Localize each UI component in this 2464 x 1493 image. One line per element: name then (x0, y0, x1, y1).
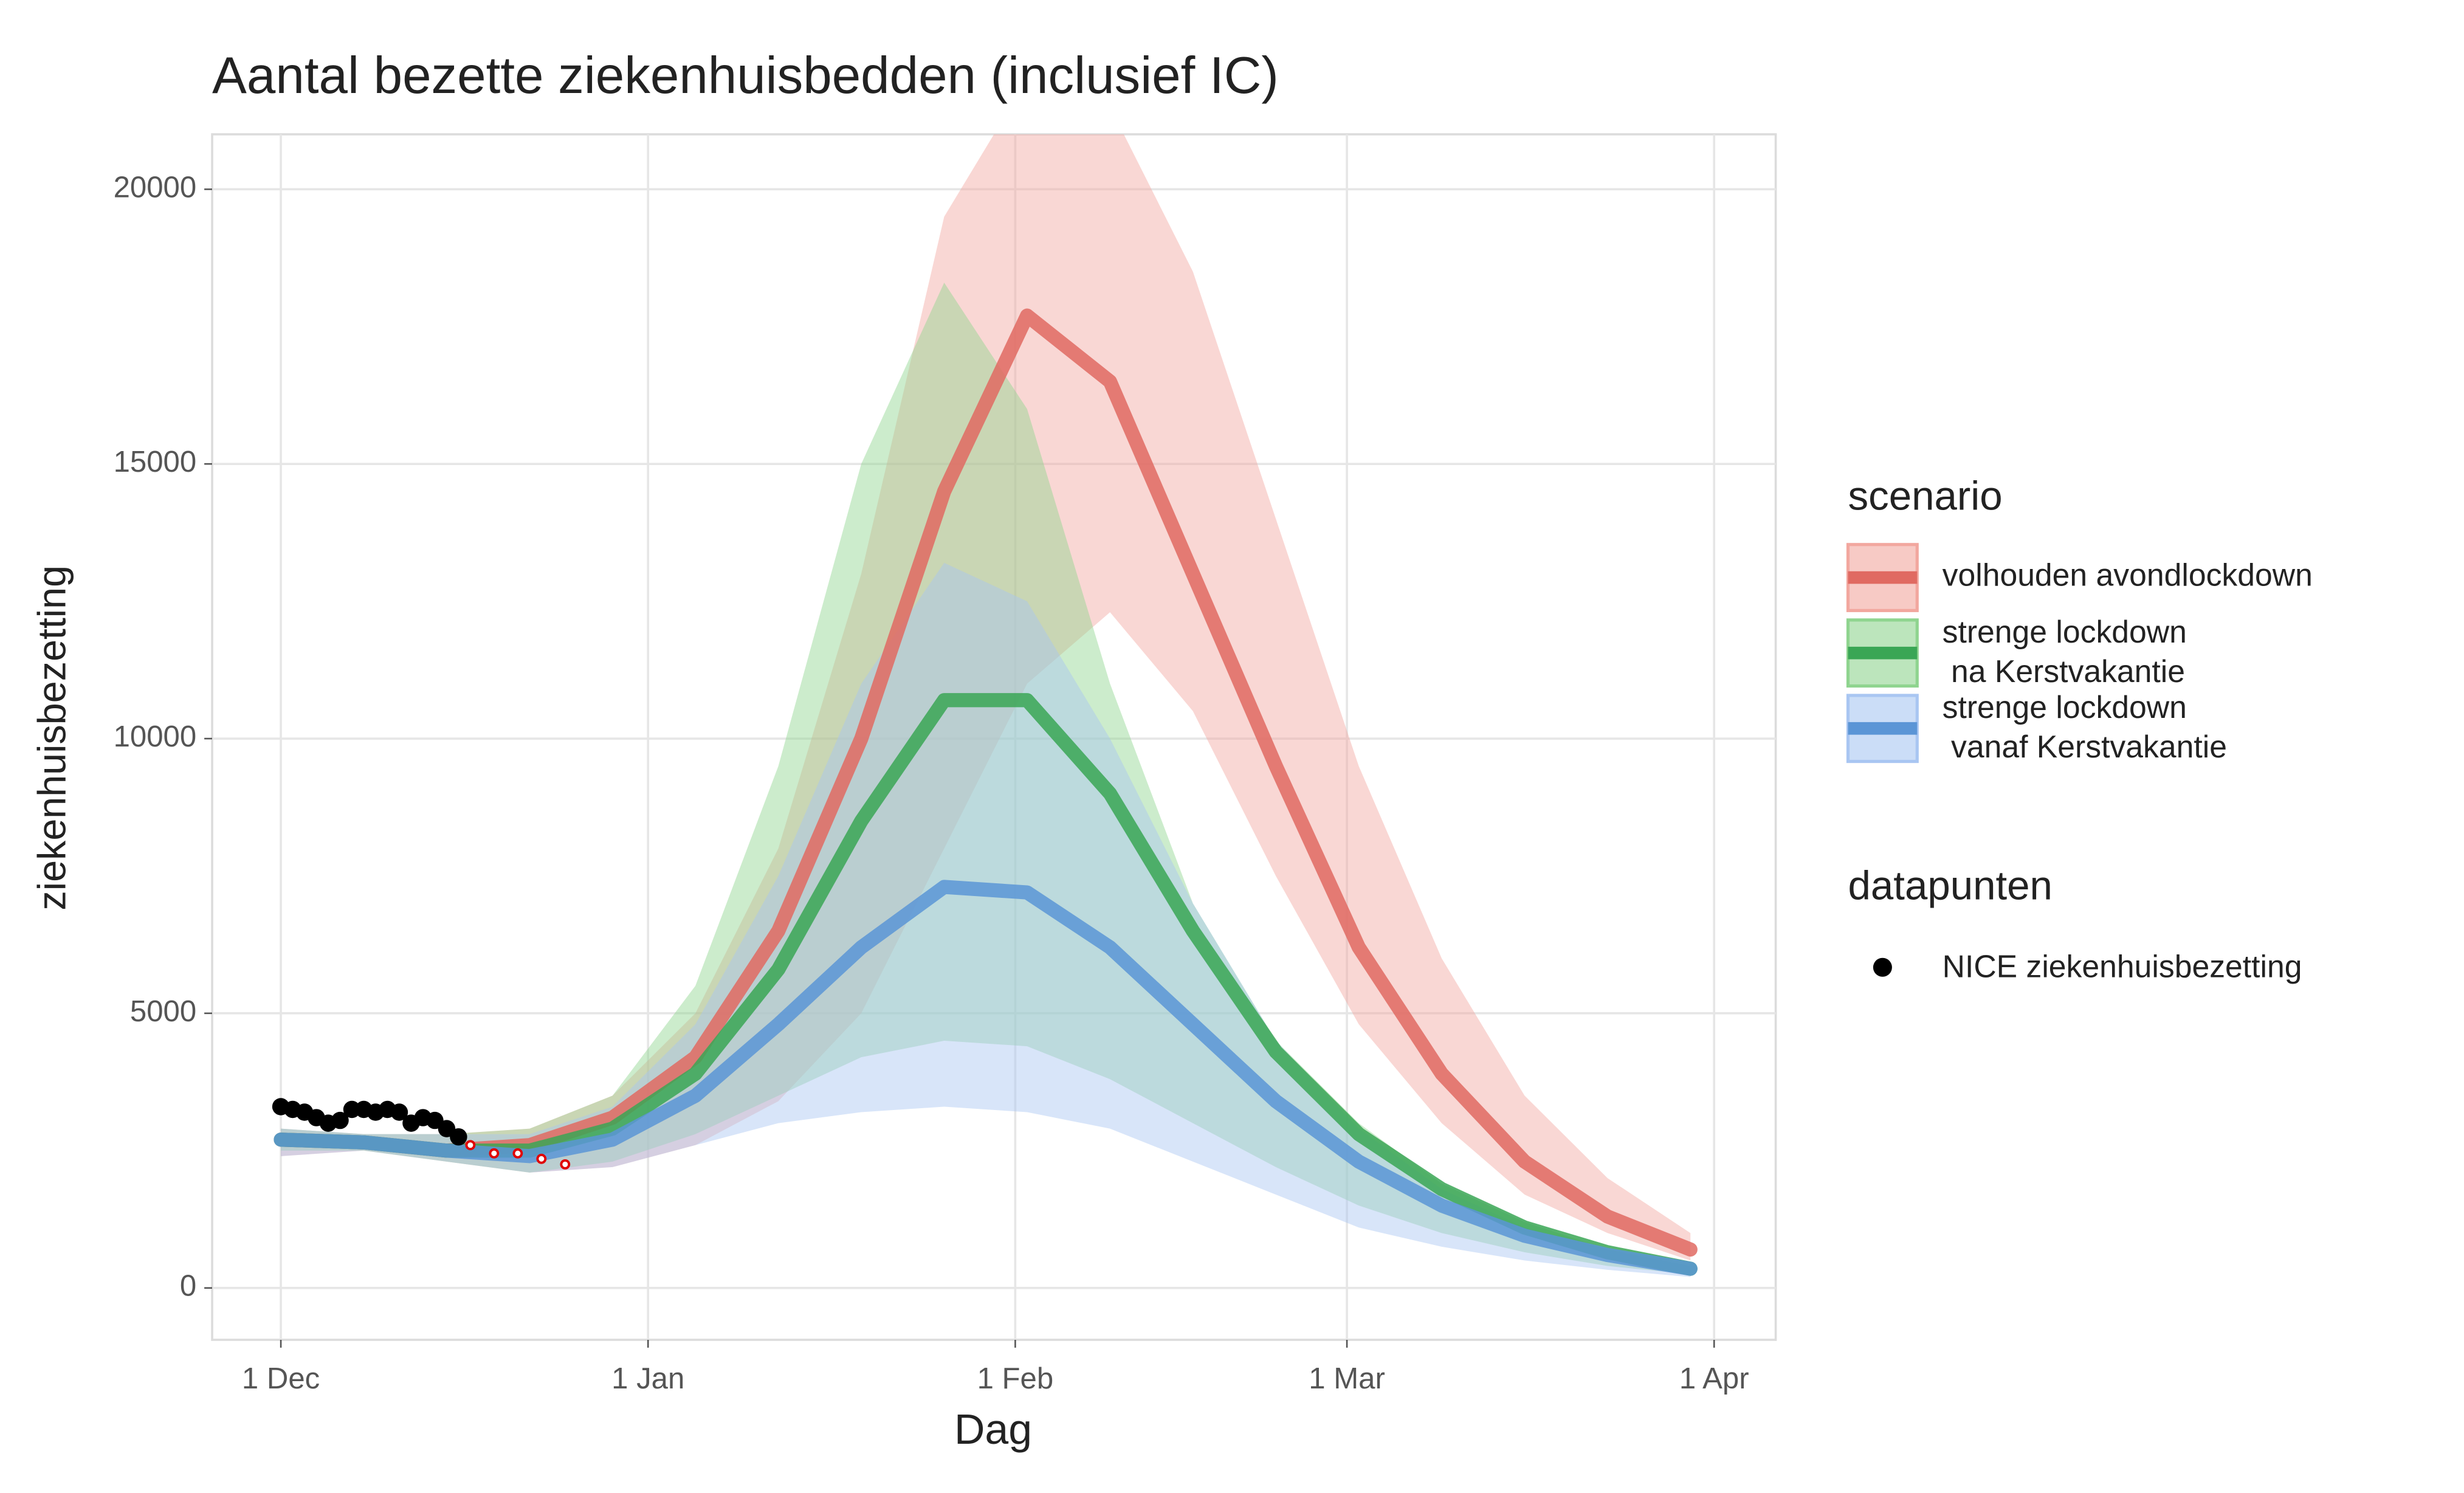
legend-point (1873, 957, 1892, 977)
extra-point (560, 1159, 571, 1170)
confidence-band (281, 282, 1691, 1275)
data-point (343, 1100, 361, 1119)
legend-label: volhouden avondlockdown (1943, 557, 2313, 593)
legend-label: strenge lockdown na Kerstvakantie (1943, 614, 2187, 689)
chart-title: Aantal bezette ziekenhuisbedden (inclusi… (212, 47, 1279, 105)
panel (211, 133, 1777, 1341)
legend-label: strenge lockdown vanaf Kerstvakantie (1943, 689, 2227, 764)
x-tick-label: 1 Feb (977, 1362, 1054, 1395)
extra-point (512, 1148, 523, 1159)
data-point (450, 1128, 467, 1146)
series-layer (272, 134, 1698, 1277)
x-tick-label: 1 Jan (611, 1362, 684, 1395)
y-tick-label: 5000 (130, 995, 196, 1028)
data-point (331, 1111, 349, 1129)
y-tick-label: 10000 (114, 720, 197, 753)
legend-title: datapunten (1848, 863, 2053, 909)
x-tick-label: 1 Dec (242, 1362, 320, 1395)
data-point (390, 1103, 408, 1121)
legend-title: scenario (1848, 474, 2003, 519)
extra-point (536, 1153, 547, 1164)
legend-label: NICE ziekenhuisbezetting (1943, 948, 2302, 984)
y-axis-label: ziekenhuisbezetting (30, 565, 74, 911)
x-tick-label: 1 Mar (1309, 1362, 1385, 1395)
plot-area: 0 5000 10000 15000 20000 1 Dec 1 Jan 1 Feb 1 Mar… (114, 133, 1777, 1395)
legend: scenario volhouden avondlockdown strenge l… (1846, 474, 2313, 984)
y-tick-label: 20000 (114, 171, 197, 204)
extra-point (489, 1148, 500, 1159)
y-tick-label: 0 (180, 1270, 196, 1303)
y-tick-label: 15000 (114, 446, 197, 478)
extra-point (465, 1140, 476, 1151)
x-tick-label: 1 Apr (1679, 1362, 1749, 1395)
x-axis-label: Dag (954, 1405, 1032, 1453)
